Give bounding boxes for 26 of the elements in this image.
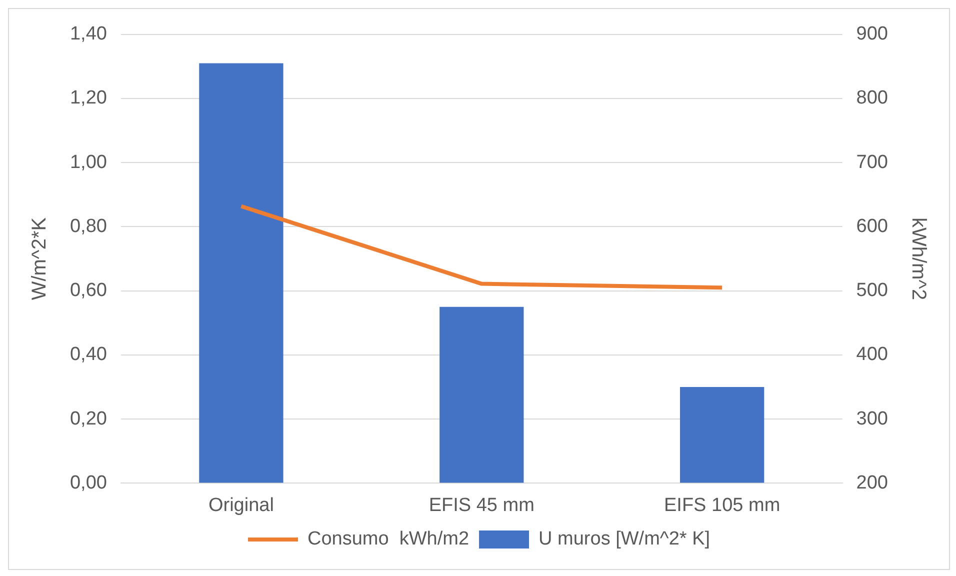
y-tick-label: 1,00: [70, 152, 107, 173]
y-axis-title: W/m^2*K: [28, 216, 51, 300]
legend-label: Consumo kWh/m2: [307, 528, 470, 550]
y2-tick-label: 700: [856, 152, 888, 173]
y2-tick-label: 900: [856, 24, 888, 45]
y2-axis-title: kWh/m^2: [907, 217, 930, 300]
y2-tick-label: 200: [856, 472, 888, 494]
bar: [440, 306, 524, 483]
y2-tick-label: 300: [856, 408, 888, 430]
x-tick-label: Original: [208, 494, 274, 516]
y-tick-label: 0,40: [70, 344, 107, 366]
bar: [199, 63, 284, 483]
y-tick-label: 0,60: [70, 280, 107, 302]
x-tick-label: EFIS 45 mm: [428, 494, 534, 516]
y2-tick-label: 600: [856, 216, 888, 237]
legend-label: U muros [W/m^2* K]: [538, 528, 710, 550]
y-tick-label: 1,20: [70, 88, 107, 109]
y2-tick-label: 400: [856, 344, 888, 366]
y-tick-label: 1,40: [70, 24, 107, 45]
bar: [680, 387, 764, 483]
y-tick-label: 0,80: [70, 216, 107, 237]
y2-tick-label: 500: [856, 280, 888, 302]
y-tick-label: 0,00: [70, 472, 107, 494]
x-tick-label: EIFS 105 mm: [664, 494, 780, 516]
y2-tick-label: 800: [856, 88, 888, 109]
y-tick-label: 0,20: [70, 408, 107, 430]
